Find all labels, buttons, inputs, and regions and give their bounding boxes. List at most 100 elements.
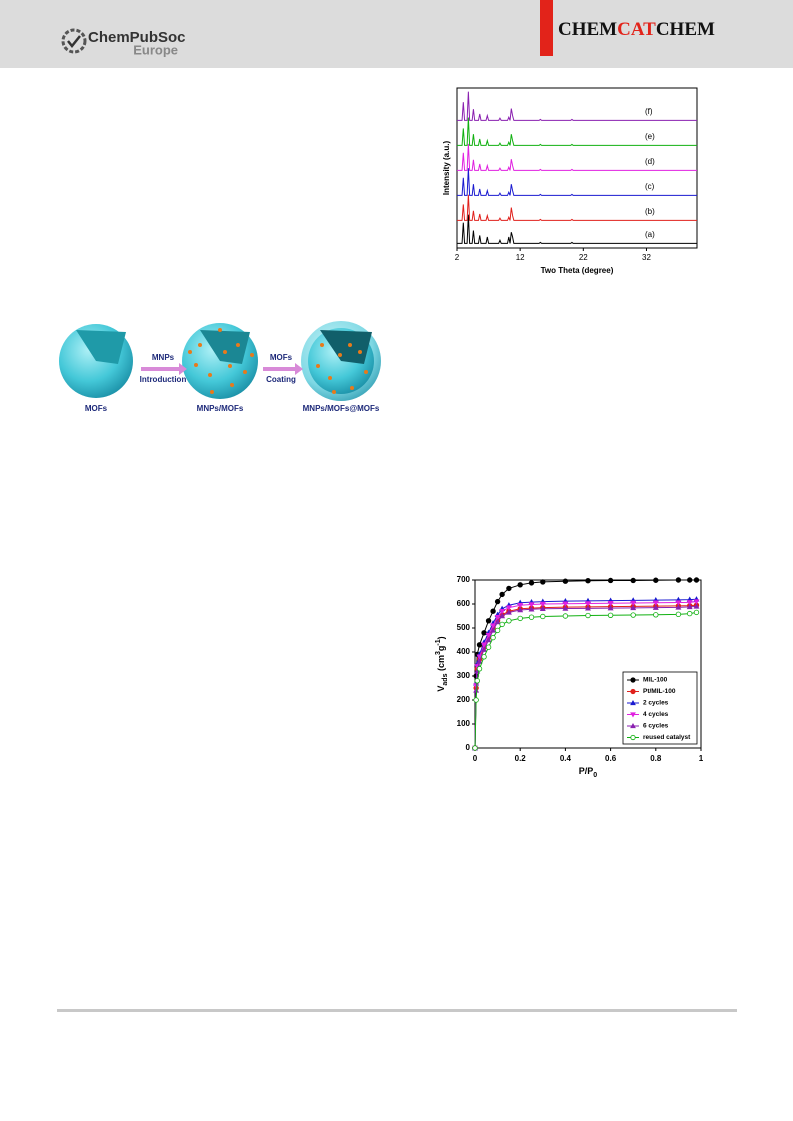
y-tick-label: 200: [457, 695, 471, 704]
marker: [490, 627, 497, 633]
marker: [693, 577, 700, 583]
legend-label: Pt/MIL-100: [643, 688, 676, 695]
legend-label: 6 cycles: [643, 723, 669, 730]
y-tick-label: 700: [457, 575, 471, 584]
y-axis-label: Intensity (a.u.): [442, 141, 451, 196]
marker: [485, 632, 492, 639]
arrow-label: MNPs: [152, 353, 175, 362]
marker: [517, 606, 524, 613]
logo-main: ChemPubSoc: [88, 29, 186, 46]
marker: [562, 613, 569, 619]
marker: [686, 600, 693, 606]
logo-check: [67, 35, 81, 49]
x-tick-label: 0.8: [650, 754, 662, 763]
marker: [562, 605, 569, 611]
marker: [499, 621, 505, 628]
x-axis-label: Two Theta (degree): [541, 266, 614, 275]
marker: [630, 577, 636, 584]
journal-part: CHEM: [558, 19, 617, 40]
y-tick-label: 0: [466, 743, 471, 752]
marker: [517, 615, 523, 622]
marker: [485, 644, 492, 650]
marker: [485, 618, 492, 624]
marker: [585, 601, 591, 607]
sphere-cut: [320, 330, 372, 364]
legend-marker: [630, 699, 636, 706]
label-part: V: [436, 686, 446, 692]
label-part: (cm: [436, 655, 446, 674]
marker: [506, 585, 512, 592]
y-axis-label: Vads (cm3g-1): [435, 636, 449, 691]
marker: [585, 605, 591, 611]
marker: [675, 611, 682, 618]
pattern-line: [457, 214, 697, 244]
marker: [585, 612, 591, 619]
label-part: g: [436, 646, 446, 652]
x-tick-label: 0.4: [560, 754, 572, 763]
marker: [517, 582, 523, 588]
nanoparticles: [188, 328, 368, 394]
marker: [607, 612, 614, 618]
marker: [528, 580, 535, 586]
marker: [494, 614, 501, 621]
marker: [490, 608, 496, 614]
pattern-line: [457, 117, 697, 146]
marker: [653, 577, 659, 583]
pattern-line: [457, 168, 697, 196]
label-part: P/P: [579, 766, 594, 776]
marker: [472, 745, 478, 751]
marker: [506, 618, 512, 624]
marker: [499, 591, 505, 598]
y-tick-label: 500: [457, 623, 471, 632]
marker: [517, 602, 524, 609]
legend-marker: [630, 722, 636, 729]
arrow-label: MOFs: [270, 353, 293, 362]
marker: [539, 601, 546, 608]
marker: [485, 636, 492, 643]
logo-icon: [61, 28, 87, 54]
arrow-label: Introduction: [140, 375, 187, 384]
marker: [652, 604, 659, 610]
label-part: 3: [435, 651, 442, 655]
series-label: (f): [645, 107, 653, 116]
journal-name: CHEMCATCHEM: [558, 19, 715, 40]
pattern-line: [457, 194, 697, 221]
series-label: (a): [645, 230, 655, 239]
marker: [473, 697, 479, 703]
marker: [476, 654, 483, 660]
journal-part: CHEM: [656, 19, 715, 40]
marker: [687, 577, 693, 583]
sphere-cut: [76, 330, 126, 364]
marker: [481, 630, 487, 636]
pattern-line: [457, 91, 697, 121]
marker: [693, 609, 700, 616]
marker: [481, 654, 487, 660]
marker: [693, 603, 700, 609]
plot-frame: [456, 87, 698, 249]
marker: [540, 613, 546, 620]
series-label: (c): [645, 182, 655, 191]
marker: [490, 623, 497, 629]
marker: [528, 602, 535, 608]
label-part: ): [436, 636, 446, 639]
marker: [687, 610, 693, 617]
marker: [528, 614, 535, 620]
header-band: [0, 0, 793, 68]
x-tick-label: 1: [699, 754, 704, 763]
y-tick-label: 100: [457, 719, 471, 728]
marker: [686, 603, 693, 610]
legend-marker: [630, 712, 636, 718]
x-tick-label: 32: [642, 253, 651, 262]
marker: [490, 634, 496, 641]
marker: [474, 678, 480, 684]
marker: [607, 601, 614, 607]
series-label: (b): [645, 207, 655, 216]
marker: [675, 577, 682, 583]
arrow: [141, 363, 187, 375]
marker: [675, 600, 682, 606]
marker: [539, 605, 546, 612]
marker: [494, 598, 501, 605]
scheme-label: MNPs/MOFs: [197, 404, 244, 413]
marker: [652, 600, 659, 606]
